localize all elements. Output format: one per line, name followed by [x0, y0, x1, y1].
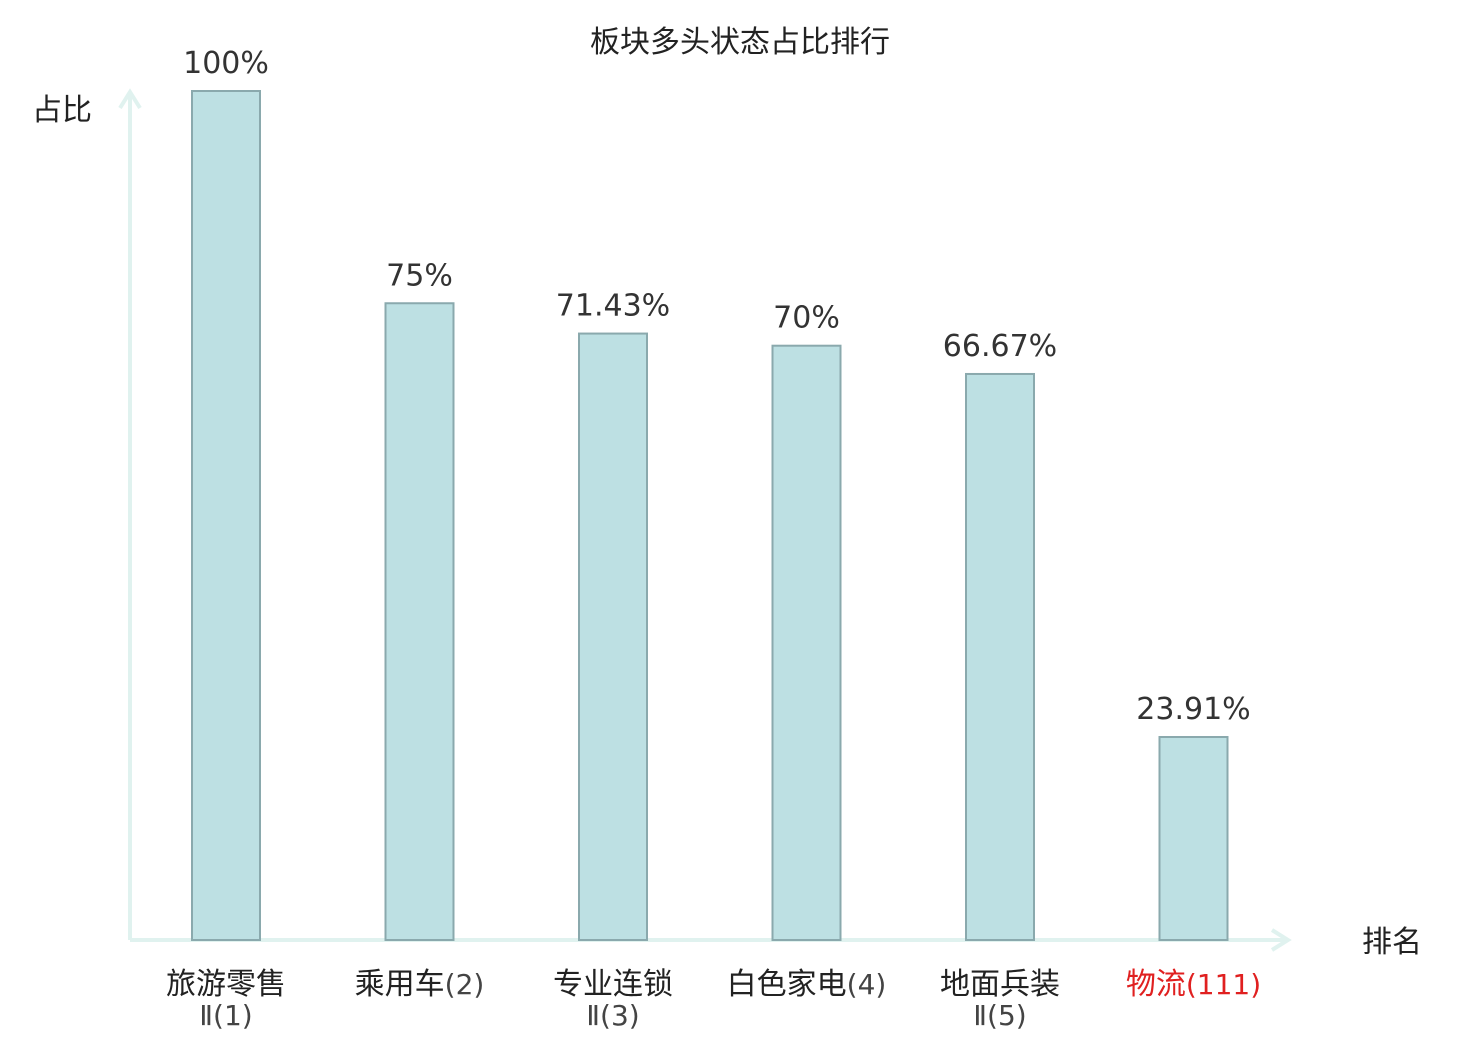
category-rank-label: Ⅱ(1) [199, 999, 252, 1032]
category-rank: (2) [445, 968, 485, 1001]
category-name: 白色家电 [727, 967, 847, 1002]
bar [191, 90, 261, 941]
category-rank-label: Ⅱ(3) [586, 999, 639, 1032]
bar-value-label: 75% [386, 258, 453, 293]
category-rank: (4) [847, 968, 887, 1001]
bar [965, 372, 1035, 942]
bar-value-label: 100% [183, 46, 269, 81]
y-axis-label: 占比 [32, 93, 92, 128]
bar [1158, 736, 1229, 941]
x-axis-arrow-icon [1270, 928, 1292, 952]
y-axis-arrow-icon [118, 88, 142, 110]
category-name: 物流 [1126, 967, 1186, 1002]
axes [118, 88, 1292, 952]
category-rank: (111) [1186, 968, 1261, 1001]
category-label: 旅游零售 [166, 967, 286, 1002]
category-label: 乘用车(2) [355, 967, 485, 1002]
category-label: 地面兵装 [940, 967, 1060, 1002]
value-labels-group: 100% 75% 71.43% 70% 66.67% 23.91% [183, 46, 1251, 727]
chart-title: 板块多头状态占比排行 [590, 25, 890, 60]
bar-value-label: 70% [773, 301, 840, 336]
bar [771, 344, 842, 941]
category-label: 白色家电(4) [727, 967, 887, 1002]
bar [384, 302, 455, 941]
bar-value-label: 66.67% [943, 329, 1057, 364]
x-axis-label: 排名 [1362, 925, 1422, 960]
category-name: 乘用车 [355, 967, 445, 1002]
category-label: 物流(111) [1126, 967, 1261, 1002]
bar [578, 332, 648, 941]
bar-value-label: 71.43% [556, 289, 670, 324]
category-rank-label: Ⅱ(5) [973, 999, 1026, 1032]
category-label: 专业连锁 [553, 967, 673, 1002]
bar-value-label: 23.91% [1136, 692, 1250, 727]
bars-group [191, 90, 1229, 942]
